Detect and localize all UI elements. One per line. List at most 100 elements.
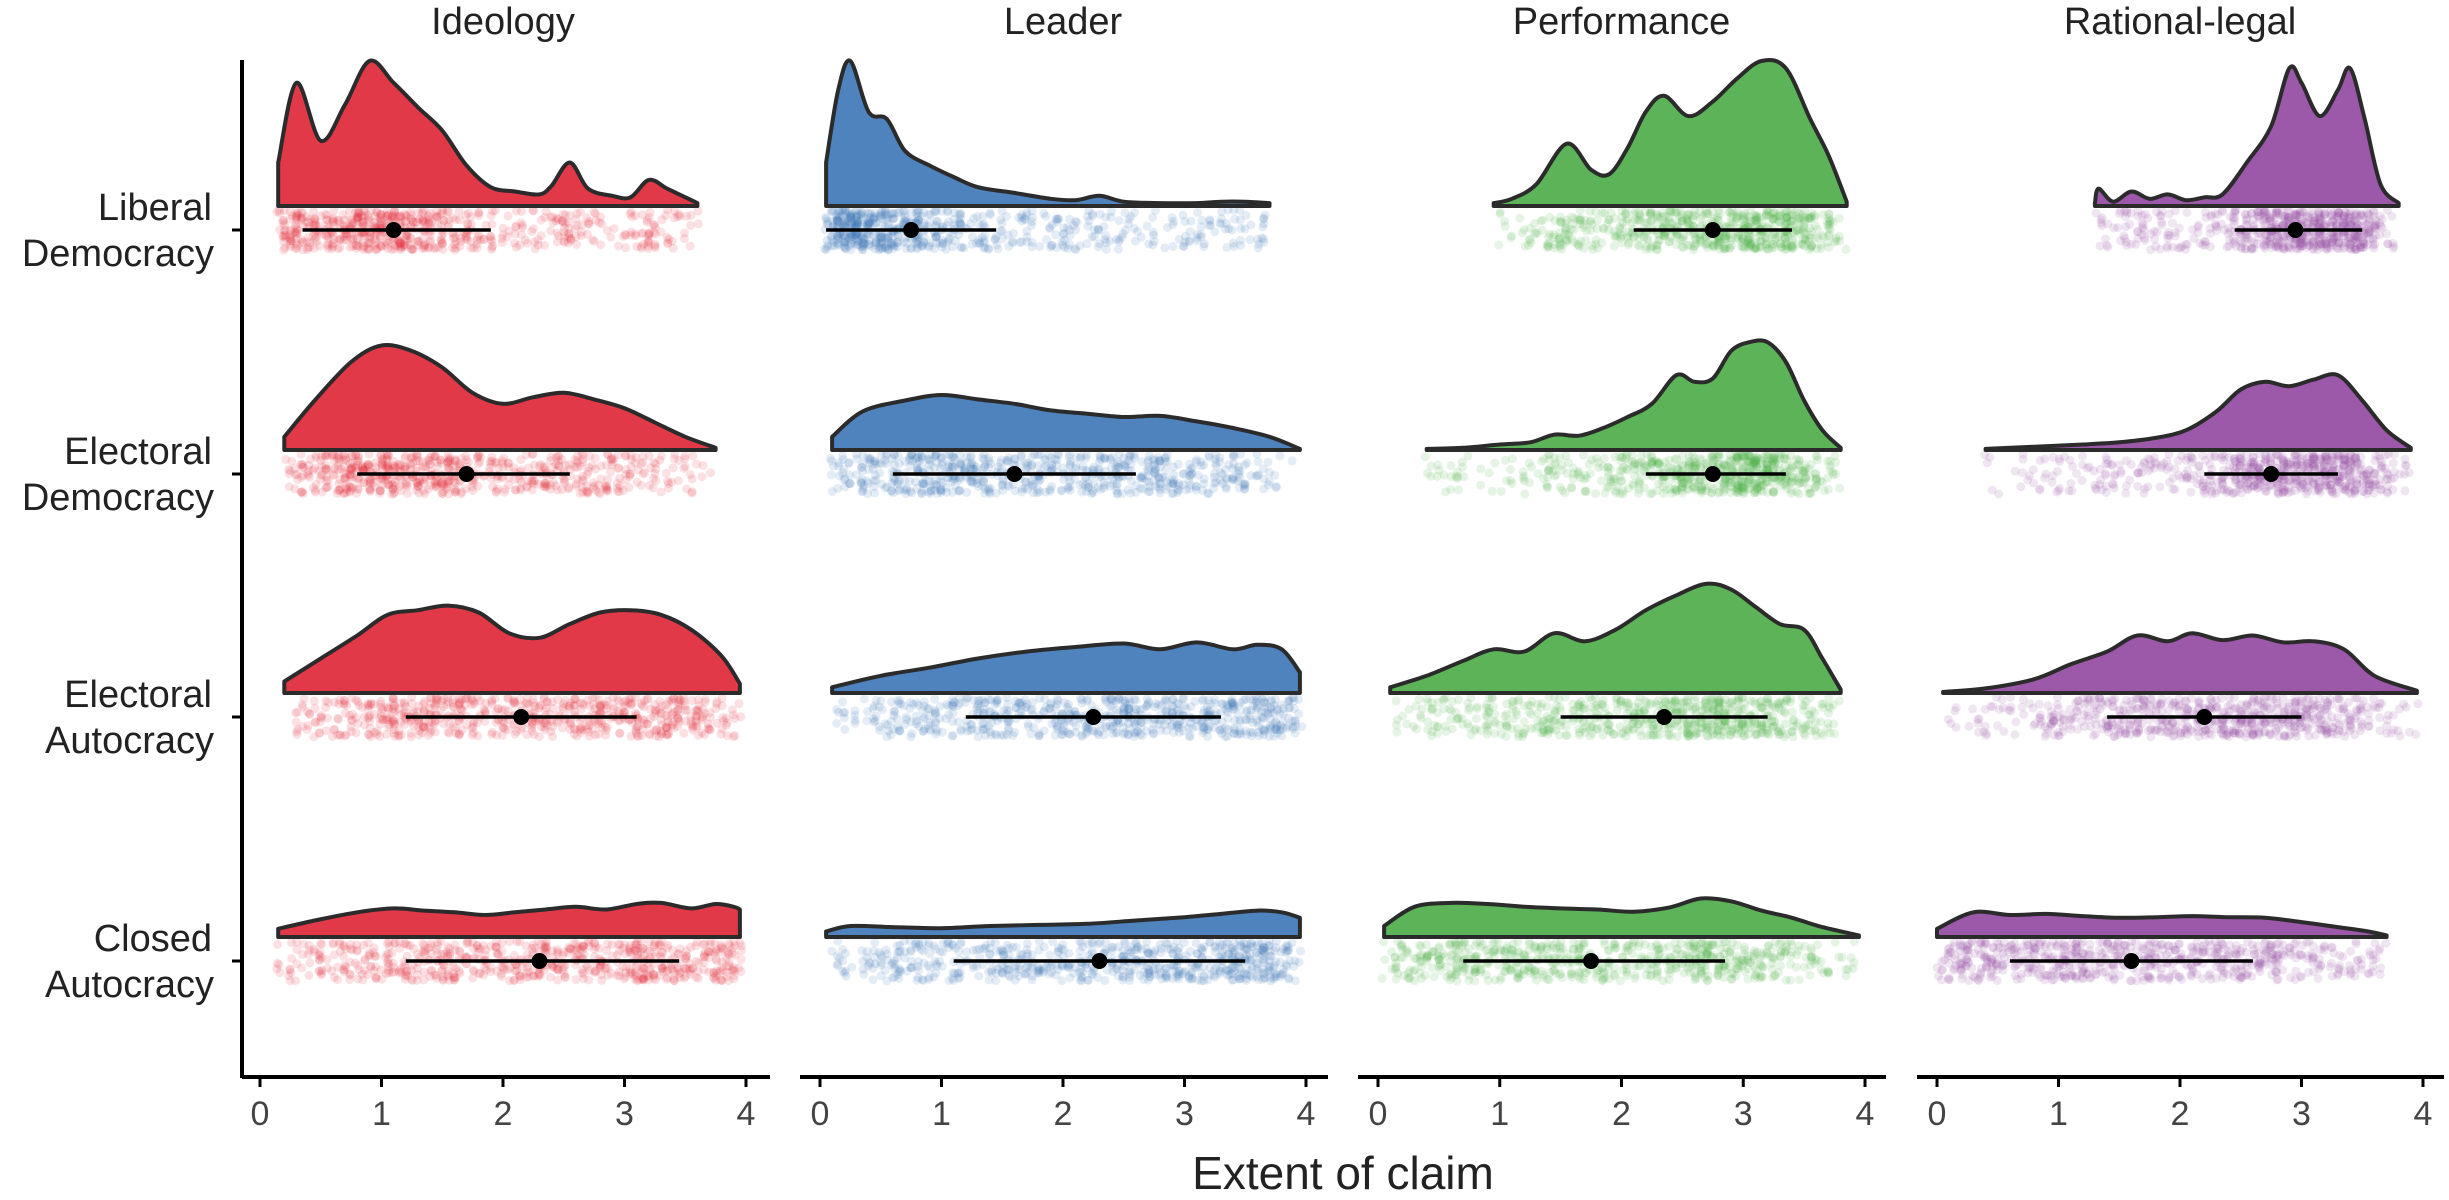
raw-point [1259,237,1269,247]
raw-point [353,241,363,251]
raw-point [917,486,927,496]
raw-point [1217,207,1227,217]
raw-point [383,455,392,465]
raw-point [559,227,569,237]
raw-point [1518,467,1528,477]
raw-point [947,452,957,462]
raw-point [305,238,315,248]
raw-point [1841,244,1851,254]
raw-point [1120,459,1130,469]
raw-point [280,243,290,253]
raw-point [418,234,428,244]
raw-point [365,233,374,243]
raw-point [559,223,569,233]
raw-point [474,210,484,220]
raw-point [292,208,302,218]
raw-point [329,221,339,231]
raw-point [359,231,369,241]
raw-point [425,237,435,247]
raw-point [1221,224,1230,234]
raw-point [609,224,619,234]
raw-point [323,243,333,253]
raw-point [389,213,399,223]
raw-point [621,230,631,240]
raw-point [278,231,288,241]
raw-point [359,242,369,252]
raw-point [348,218,358,228]
raw-point [546,226,556,236]
raw-point [834,208,844,218]
raw-point [847,219,857,229]
raw-point [448,243,458,253]
raw-point [436,209,446,219]
raw-point [1193,230,1202,239]
raw-point [864,220,874,229]
raw-point [2170,228,2180,238]
raw-point [287,236,297,246]
raw-point [359,206,369,216]
raw-point [364,238,374,248]
raw-point [377,217,387,227]
raw-point [414,236,423,246]
raw-point [353,211,362,221]
raw-point [486,234,496,244]
raw-point [638,452,648,461]
raw-point [1178,242,1188,251]
raw-point [1641,244,1651,254]
raw-point [293,208,303,218]
raw-point [395,241,405,251]
raw-point [888,488,898,498]
raw-point [437,231,447,241]
raw-point [636,242,646,251]
raw-point [433,220,443,230]
raw-point [1684,462,1694,472]
raw-point [668,243,678,253]
raw-point [345,215,355,225]
raw-point [406,207,416,217]
raw-point [424,219,434,229]
raw-point [342,231,352,240]
raw-point [687,474,697,484]
raw-point [980,488,990,498]
raw-point [626,227,636,237]
raw-point [419,478,429,487]
raw-point [309,243,319,253]
raw-point [370,240,380,250]
raw-point [454,207,464,216]
raw-point [436,220,446,230]
raw-point [396,244,406,254]
raw-point [395,211,405,221]
raw-point [407,215,416,225]
raw-point [321,230,331,240]
raw-point [414,236,424,246]
raw-point [322,215,332,225]
raw-point [886,209,896,219]
raw-point [460,234,470,244]
raw-point [1167,213,1177,223]
raw-point [1035,241,1045,251]
raw-point [2240,209,2250,219]
raw-point [1235,215,1245,225]
raw-point [432,212,442,221]
raw-point [357,211,367,221]
raw-point [878,214,887,224]
raw-point [1665,484,1675,494]
raw-point [292,241,302,251]
raw-point [274,205,284,215]
raw-point [1794,239,1803,249]
raw-point [1573,240,1583,250]
raw-point [376,241,386,251]
raw-point [335,235,345,245]
raw-point [364,244,374,254]
raw-point [997,206,1007,216]
raw-point [1148,240,1158,250]
raw-point [840,217,850,227]
points-rational-legal-row-1 [1980,449,2414,499]
raw-point [688,451,698,461]
raw-point [364,213,374,223]
raw-point [437,239,447,249]
raw-point [576,227,586,237]
raw-point [2193,222,2203,232]
raw-point [2201,213,2211,223]
raw-point [466,243,476,253]
